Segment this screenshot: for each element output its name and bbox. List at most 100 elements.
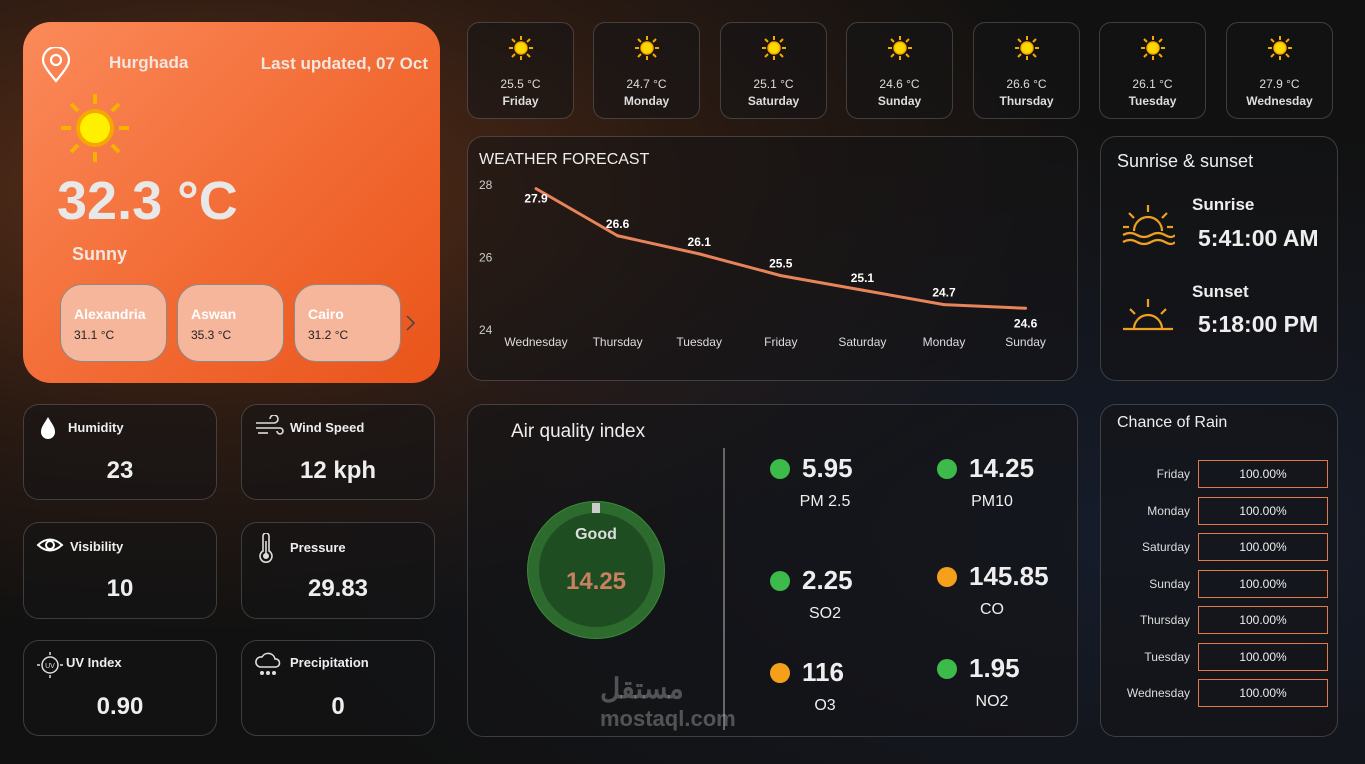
data-label: 26.1: [688, 235, 712, 249]
sunset-label: Sunset: [1192, 282, 1249, 301]
city-card-aswan[interactable]: Aswan 35.3 °C: [177, 284, 284, 362]
aqi-item-value: 116: [802, 657, 844, 687]
aqi-item-value: 145.85: [969, 561, 1049, 591]
sun-icon: [1015, 36, 1039, 60]
sun-icon: [888, 36, 912, 60]
rain-value: 100.00%: [1198, 606, 1328, 634]
sun-icon: [1141, 36, 1165, 60]
day-temp: 25.5 °C: [500, 77, 541, 91]
day-tile[interactable]: 26.6 °C Thursday: [973, 22, 1080, 119]
sunset-icon: [1123, 299, 1173, 331]
sun-icon: [61, 94, 129, 162]
y-tick-label: 24: [479, 323, 493, 337]
day-name: Thursday: [999, 94, 1054, 108]
x-tick-label: Thursday: [593, 335, 643, 349]
city-temp: 31.1 °C: [74, 328, 115, 342]
visibility-card: Visibility 10: [23, 522, 217, 619]
data-point: [942, 303, 946, 307]
aqi-item-value: 1.95: [969, 653, 1020, 683]
aqi-gauge: Good 14.25: [527, 501, 665, 639]
rain-day: Friday: [1156, 467, 1190, 481]
day-temp: 25.1 °C: [753, 77, 794, 91]
day-temp: 24.6 °C: [879, 77, 920, 91]
pressure-value: 29.83: [307, 575, 369, 602]
data-point: [534, 187, 538, 191]
wind-value: 12 kph: [299, 457, 377, 484]
x-tick-label: Friday: [764, 335, 797, 349]
rain-day: Monday: [1147, 503, 1190, 518]
day-temp: 24.7 °C: [626, 77, 667, 91]
city-name: Aswan: [191, 306, 237, 322]
day-name: Sunday: [877, 94, 922, 108]
city-temp: 31.2 °C: [308, 328, 349, 342]
visibility-label: Visibility: [70, 539, 124, 554]
rain-value: 100.00%: [1198, 460, 1328, 488]
rain-day: Tuesday: [1144, 649, 1190, 664]
sunset-time: 5:18:00 PM: [1198, 311, 1319, 337]
data-point: [860, 288, 864, 292]
x-tick-label: Tuesday: [676, 335, 722, 349]
humidity-value: 23: [106, 457, 134, 484]
pressure-label: Pressure: [290, 540, 346, 555]
uv-value: 0.90: [96, 693, 144, 720]
rain-day: Sunday: [1149, 576, 1190, 591]
sun-icon: [635, 36, 659, 60]
rain-title: Chance of Rain: [1117, 414, 1228, 431]
city-temp: 35.3 °C: [191, 328, 232, 342]
data-point: [616, 234, 620, 238]
precipitation-value: 0: [331, 693, 345, 720]
rain-day: Wednesday: [1126, 686, 1190, 700]
day-tile[interactable]: 24.6 °C Sunday: [846, 22, 953, 119]
city-card-alexandria[interactable]: Alexandria 31.1 °C: [60, 284, 167, 362]
day-temp: 26.6 °C: [1006, 77, 1047, 91]
y-tick-label: 28: [479, 178, 493, 192]
rain-value: 100.00%: [1198, 533, 1328, 561]
day-tile[interactable]: 26.1 °C Tuesday: [1099, 22, 1206, 119]
city-card-cairo[interactable]: Cairo 31.2 °C: [294, 284, 401, 362]
sun-icon: [509, 36, 533, 60]
chevron-right-icon[interactable]: [405, 314, 417, 332]
data-label: 24.7: [932, 286, 956, 300]
location-pin-icon[interactable]: [40, 47, 72, 83]
wind-speed-card: Wind Speed 12 kph: [241, 404, 435, 500]
sunrise-icon: [1122, 205, 1175, 246]
aqi-title: Air quality index: [511, 421, 646, 442]
uv-icon: UV: [37, 652, 63, 678]
aqi-item-value: 14.25: [969, 453, 1035, 483]
thermometer-icon: [259, 533, 273, 563]
x-tick-label: Monday: [923, 335, 966, 349]
precipitation-card: Precipitation 0: [241, 640, 435, 736]
sun-title: Sunrise & sunset: [1117, 151, 1254, 171]
current-weather-card: Hurghada Last updated, 07 Oct 32.3 °C Su…: [23, 22, 440, 383]
uv-index-card: UV UV Index 0.90: [23, 640, 217, 736]
visibility-value: 10: [106, 575, 134, 602]
rain-row: Tuesday 100.00%: [1101, 642, 1339, 671]
chance-of-rain-card: Chance of Rain Friday 100.00% Monday 100…: [1100, 404, 1338, 737]
data-label: 25.5: [769, 257, 793, 271]
day-tile[interactable]: 25.5 °C Friday: [467, 22, 574, 119]
sunrise-label: Sunrise: [1192, 195, 1255, 214]
day-tile[interactable]: 25.1 °C Saturday: [720, 22, 827, 119]
eye-icon: [36, 538, 64, 552]
day-name: Tuesday: [1128, 94, 1177, 108]
day-tile[interactable]: 24.7 °C Monday: [593, 22, 700, 119]
rain-value: 100.00%: [1198, 569, 1328, 598]
day-tile[interactable]: 27.9 °C Wednesday: [1226, 22, 1333, 119]
rain-day: Thursday: [1139, 613, 1190, 627]
aqi-item-label: O3: [814, 697, 836, 714]
aqi-status-dot: [770, 459, 790, 479]
aqi-item-label: PM10: [971, 493, 1013, 510]
air-quality-card: Air quality index Good 14.25 5.95 PM 2.5…: [467, 404, 1078, 737]
rain-row: Saturday 100.00%: [1101, 533, 1339, 561]
aqi-status-dot: [770, 571, 790, 591]
city-name: Alexandria: [74, 306, 146, 322]
sunrise-time: 5:41:00 AM: [1198, 225, 1319, 251]
aqi-status-dot: [937, 567, 957, 587]
aqi-item-label: CO: [980, 601, 1004, 618]
day-name: Wednesday: [1246, 94, 1313, 108]
x-tick-label: Sunday: [1005, 335, 1046, 349]
data-point: [779, 274, 783, 278]
aqi-item-label: NO2: [975, 693, 1009, 710]
aqi-item-value: 5.95: [802, 453, 853, 483]
aqi-status: Good: [575, 526, 617, 543]
